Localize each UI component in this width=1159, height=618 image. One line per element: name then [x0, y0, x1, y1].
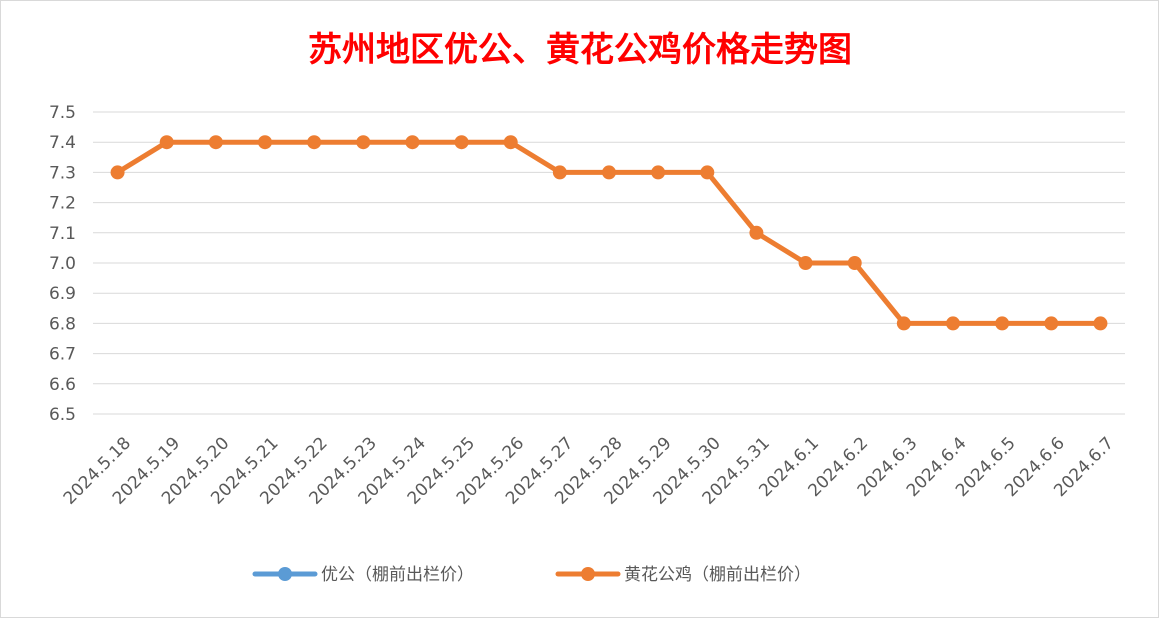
data-point [946, 316, 960, 331]
y-tick-label: 6.8 [49, 314, 76, 334]
data-point [159, 135, 174, 150]
legend-label: 黄花公鸡（棚前出栏价） [624, 565, 811, 585]
y-tick-label: 6.9 [49, 284, 76, 304]
legend: 优公（棚前出栏价） 黄花公鸡（棚前出栏价） [252, 565, 811, 585]
data-point [552, 165, 567, 180]
y-tick-label: 7.4 [49, 133, 76, 153]
y-tick-label: 7.3 [49, 163, 76, 183]
data-point [847, 256, 862, 270]
legend-item: 优公（棚前出栏价） [252, 565, 474, 585]
series-layer [110, 135, 1108, 331]
data-point [602, 165, 616, 180]
data-point [1093, 316, 1108, 331]
data-point [356, 135, 371, 150]
y-tick-label: 7.1 [49, 224, 76, 244]
data-point [896, 316, 911, 331]
data-point [749, 225, 764, 240]
series-2 [110, 135, 1108, 331]
data-point [700, 165, 715, 180]
data-point [307, 135, 322, 150]
legend-label: 优公（棚前出栏价） [321, 565, 474, 585]
data-point [503, 135, 518, 150]
y-tick-label: 6.6 [49, 375, 76, 395]
data-point [1044, 316, 1059, 331]
legend-marker [581, 567, 595, 581]
data-point [798, 256, 813, 270]
data-point [110, 165, 125, 180]
y-tick-label: 6.7 [49, 345, 76, 365]
data-point [405, 135, 420, 150]
data-point [651, 165, 666, 180]
y-tick-label: 7.5 [49, 103, 76, 123]
y-tick-label: 7.2 [49, 194, 76, 214]
data-point [208, 135, 223, 150]
chart-title: 苏州地区优公、黄花公鸡价格走势图 [308, 30, 852, 70]
data-point [454, 135, 469, 150]
y-tick-label: 7.0 [49, 254, 76, 274]
data-point [258, 135, 272, 150]
y-axis: 7.5 7.4 7.3 7.2 7.1 7.0 6.9 6.8 6.7 6.6 6.5 [49, 103, 76, 425]
legend-item: 黄花公鸡（棚前出栏价） [555, 565, 811, 585]
gridlines [93, 111, 1125, 415]
x-axis: 2024.5.182024.5.192024.5.202024.5.212024… [60, 433, 1118, 508]
legend-marker [278, 567, 292, 581]
y-tick-label: 6.5 [49, 405, 76, 425]
data-point [995, 316, 1010, 331]
